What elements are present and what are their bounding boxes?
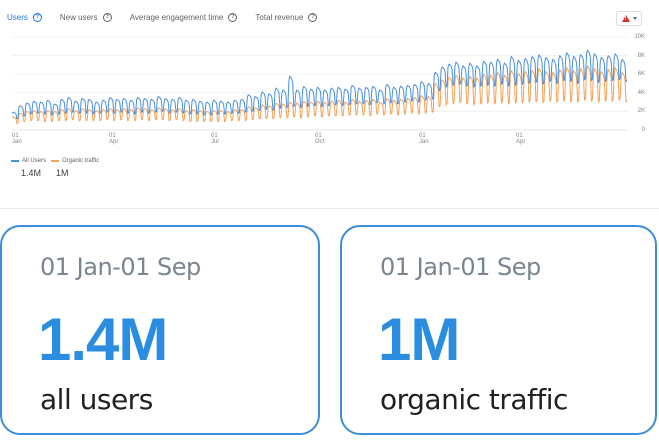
tab-new-users-label: New users — [59, 12, 98, 22]
legend-swatch-all-users — [11, 160, 19, 162]
x-tick-label: 01 Jan — [419, 133, 429, 145]
x-tick-month: Oct — [315, 139, 325, 145]
x-tick-label: 01 Apr — [516, 133, 525, 145]
tab-users[interactable]: Users ? — [7, 12, 42, 22]
help-icon[interactable]: ? — [308, 12, 318, 22]
y-tick-label: 0 — [641, 127, 645, 133]
chart-canvas — [11, 36, 628, 131]
x-tick-month: Jan — [12, 139, 22, 145]
card-metric-value: 1.4M — [38, 306, 168, 373]
section-divider — [0, 208, 659, 209]
series-line-organic — [11, 65, 628, 124]
card-date-range: 01 Jan-01 Sep — [380, 253, 541, 281]
x-tick-label: 01 Jul — [211, 133, 219, 145]
legend-item-organic-traffic[interactable]: Organic traffic — [51, 158, 99, 164]
card-date-range: 01 Jan-01 Sep — [40, 253, 201, 281]
legend-item-all-users[interactable]: All Users — [11, 158, 46, 164]
x-tick-month: Apr — [109, 139, 119, 145]
help-icon[interactable]: ? — [228, 12, 238, 22]
y-tick-label: 2K — [637, 108, 645, 115]
x-tick-month: Jul — [211, 139, 219, 145]
metric-card-all-users: 01 Jan-01 Sep 1.4M all users — [0, 225, 320, 435]
series-line-all-users — [11, 49, 628, 120]
y-tick-label: 10K — [634, 34, 645, 40]
x-tick-label: 01 Oct — [315, 133, 324, 145]
tab-total-revenue-label: Total revenue — [255, 12, 304, 22]
x-tick-day: 01 — [211, 133, 218, 139]
x-tick-month: Apr — [516, 139, 526, 145]
metric-tabs: Users ? New users ? Average engagement t… — [7, 9, 335, 25]
card-metric-label: organic traffic — [380, 383, 568, 416]
x-tick-label: 01 Jan — [12, 133, 22, 145]
x-tick-label: 01 Apr — [109, 133, 118, 145]
tab-average-engagement-time-label: Average engagement time — [129, 12, 224, 22]
tab-users-label: Users — [7, 12, 28, 22]
metric-card-organic-traffic: 01 Jan-01 Sep 1M organic traffic — [340, 225, 657, 435]
legend-swatch-organic-traffic — [51, 160, 60, 162]
y-tick-label: 6K — [637, 71, 645, 78]
y-tick-label: 8K — [637, 52, 645, 59]
help-icon[interactable]: ? — [32, 12, 42, 22]
legend-label-all-users: All Users — [22, 158, 47, 164]
card-metric-label: all users — [40, 383, 153, 416]
legend-totals: 1.4M 1M — [21, 168, 84, 178]
legend-total-organic-traffic: 1M — [56, 168, 69, 178]
legend-label-organic-traffic: Organic traffic — [62, 158, 100, 164]
chart-legend: All Users Organic traffic — [11, 158, 104, 164]
warning-dropdown-button[interactable] — [616, 11, 642, 26]
chevron-down-icon — [632, 17, 637, 20]
x-tick-day: 01 — [315, 133, 322, 139]
legend-total-all-users: 1.4M — [21, 168, 42, 178]
x-tick-day: 01 — [516, 133, 523, 139]
x-tick-day: 01 — [12, 133, 19, 139]
users-line-chart: 10K 8K 6K 4K 2K 0 01 Jan 01 Apr 01 Jul 01 Oct 01 Jan 01… — [0, 30, 659, 155]
x-tick-day: 01 — [419, 133, 426, 139]
card-metric-value: 1M — [378, 306, 460, 373]
tab-average-engagement-time[interactable]: Average engagement time ? — [129, 12, 238, 22]
y-tick-label: 4K — [637, 89, 645, 96]
tab-total-revenue[interactable]: Total revenue ? — [255, 12, 318, 22]
warning-triangle-icon — [621, 15, 630, 22]
x-tick-month: Jan — [419, 139, 429, 145]
tab-new-users[interactable]: New users ? — [59, 12, 112, 22]
x-tick-day: 01 — [109, 133, 116, 139]
help-icon[interactable]: ? — [102, 12, 112, 22]
